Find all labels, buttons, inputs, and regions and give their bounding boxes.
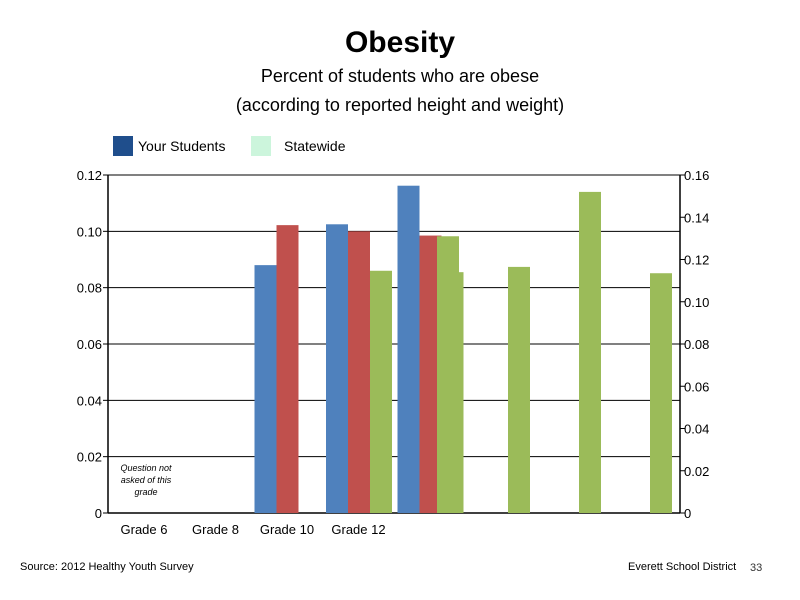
left-axis-tick-label: 0.06 [77,337,102,352]
left-axis-tick-label: 0.10 [77,224,102,239]
x-axis-category-label: Grade 8 [192,522,239,537]
x-axis-category-label: Grade 6 [121,522,168,537]
legend-label-statewide: Statewide [284,138,346,154]
grade-6-annotation: asked of this [121,475,172,485]
bar [348,231,370,514]
bar [370,270,392,513]
left-axis-tick-label: 0 [95,506,102,521]
right-axis-tick-label: 0.08 [684,337,709,352]
left-axis-tick-label: 0.04 [77,393,102,408]
chart-title: Obesity [344,26,456,59]
bar [579,191,601,513]
legend-swatch-statewide [251,136,271,156]
left-axis-tick-label: 0.12 [77,168,102,183]
right-axis-tick-label: 0.02 [684,464,709,479]
right-axis-tick-label: 0.16 [684,168,709,183]
legend-label-your-students: Your Students [138,138,226,154]
bar [276,225,299,514]
bar [437,236,459,513]
x-axis-category-label: Grade 12 [331,522,385,537]
bar [650,273,672,513]
grade-6-annotation: Question not [120,463,172,473]
right-axis-tick-label: 0.10 [684,295,709,310]
grade-6-annotation: grade [134,487,157,497]
bar [419,235,442,513]
right-axis-tick-label: 0.06 [684,379,709,394]
chart-subtitle-line-1: Percent of students who are obese [260,66,540,86]
chart-subtitle-line-2: (according to reported height and weight… [235,95,565,115]
left-axis-tick-label: 0.08 [77,281,102,296]
right-axis-tick-label: 0 [684,506,691,521]
right-axis-tick-label: 0.12 [684,253,709,268]
bar [508,266,530,513]
bar [397,185,420,513]
x-axis-category-label: Grade 10 [260,522,314,537]
legend-swatch-your-students [113,136,133,156]
bar [254,265,277,513]
right-axis-tick-label: 0.14 [684,210,709,225]
source-note: Source: 2012 Healthy Youth Survey [20,561,194,573]
left-axis-tick-label: 0.02 [77,450,102,465]
district-name: Everett School District [628,561,737,573]
bar [326,224,348,513]
right-axis-tick-label: 0.04 [684,422,709,437]
page-number: 33 [750,562,763,574]
